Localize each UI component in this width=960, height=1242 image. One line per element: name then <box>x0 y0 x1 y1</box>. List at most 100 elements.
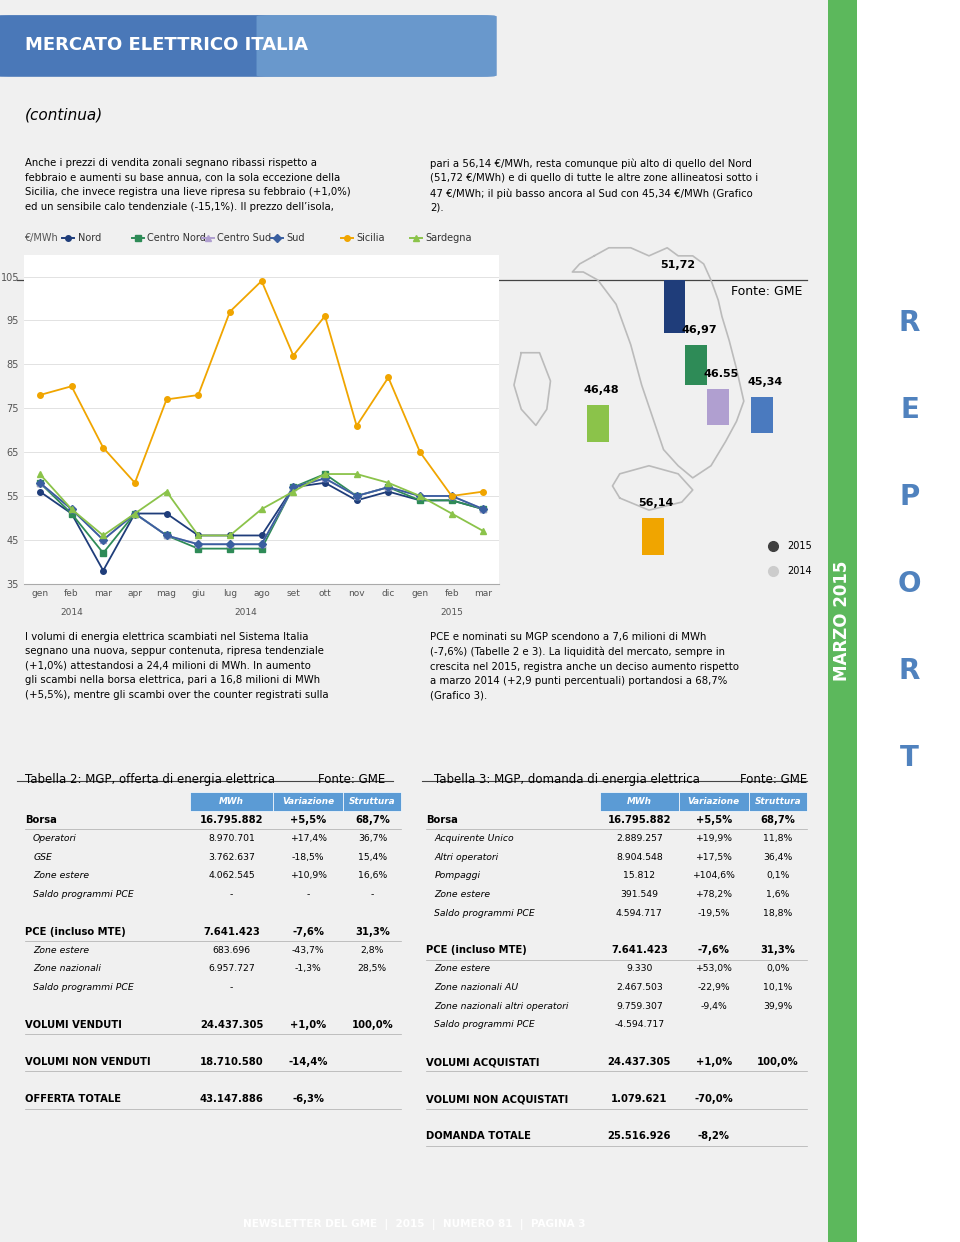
Text: 24.437.305: 24.437.305 <box>200 1020 263 1030</box>
Text: -43,7%: -43,7% <box>292 946 324 955</box>
Text: 10,1%: 10,1% <box>763 984 793 992</box>
Centro Nord <box>351 488 363 503</box>
Text: PCE (incluso MTE): PCE (incluso MTE) <box>426 945 527 955</box>
Text: -18,5%: -18,5% <box>292 853 324 862</box>
Text: 16,6%: 16,6% <box>358 872 387 881</box>
Text: 8.904.548: 8.904.548 <box>616 853 662 862</box>
Text: -7,6%: -7,6% <box>698 945 730 955</box>
Text: 683.696: 683.696 <box>213 946 251 955</box>
Text: +17,5%: +17,5% <box>695 853 732 862</box>
Bar <box>344 792 401 811</box>
Centro Nord <box>382 479 395 494</box>
Text: I volumi di energia elettrica scambiati nel Sistema Italia
segnano una nuova, se: I volumi di energia elettrica scambiati … <box>25 632 328 699</box>
Sicilia <box>478 484 490 499</box>
Centro Sud <box>225 537 236 551</box>
Centro Nord <box>255 542 267 556</box>
Nord <box>192 528 204 543</box>
Bar <box>190 792 273 811</box>
Nord <box>351 493 363 508</box>
Text: MWh: MWh <box>219 797 244 806</box>
Sardegna <box>351 467 363 482</box>
Text: (continua): (continua) <box>25 108 103 123</box>
Text: GSE: GSE <box>33 853 52 862</box>
Text: -4.594.717: -4.594.717 <box>614 1021 664 1030</box>
Text: PCE e nominati su MGP scendono a 7,6 milioni di MWh
(-7,6%) (Tabelle 2 e 3). La : PCE e nominati su MGP scendono a 7,6 mil… <box>430 632 739 700</box>
Text: 2014: 2014 <box>787 565 812 576</box>
Bar <box>587 405 609 441</box>
Text: VOLUMI NON VENDUTI: VOLUMI NON VENDUTI <box>25 1057 151 1067</box>
Nord <box>129 505 140 520</box>
Centro Nord <box>129 505 140 520</box>
Text: Zone estere: Zone estere <box>435 965 491 974</box>
Text: 2015: 2015 <box>441 607 463 617</box>
Text: Fonte: GME: Fonte: GME <box>732 284 803 298</box>
Text: Borsa: Borsa <box>25 815 57 825</box>
Text: DOMANDA TOTALE: DOMANDA TOTALE <box>426 1131 531 1141</box>
Text: +5,5%: +5,5% <box>696 815 732 825</box>
Text: 2.467.503: 2.467.503 <box>616 984 662 992</box>
Bar <box>856 0 960 1242</box>
Centro Sud <box>192 537 204 551</box>
Text: 1,6%: 1,6% <box>766 891 789 899</box>
Text: 31,3%: 31,3% <box>760 945 795 955</box>
Text: VOLUMI VENDUTI: VOLUMI VENDUTI <box>25 1020 122 1030</box>
Sud <box>192 537 204 551</box>
Text: Zone estere: Zone estere <box>33 946 89 955</box>
Text: 4.062.545: 4.062.545 <box>208 872 255 881</box>
Text: 9.330: 9.330 <box>626 965 653 974</box>
Text: 43.147.886: 43.147.886 <box>200 1094 264 1104</box>
Text: Zone estere: Zone estere <box>435 891 491 899</box>
Text: Variazione: Variazione <box>282 797 334 806</box>
Sicilia <box>319 308 330 323</box>
Text: MERCATO ELETTRICO ITALIA: MERCATO ELETTRICO ITALIA <box>25 36 308 53</box>
Text: Operatori: Operatori <box>33 835 77 843</box>
Bar <box>685 344 708 385</box>
Nord <box>255 528 267 543</box>
Centro Sud <box>288 479 300 494</box>
Sud <box>478 502 490 517</box>
Sicilia <box>351 419 363 433</box>
Text: +17,4%: +17,4% <box>290 835 326 843</box>
Text: +1,0%: +1,0% <box>696 1057 732 1067</box>
Centro Sud <box>98 533 109 548</box>
Text: -: - <box>230 984 233 992</box>
Centro Nord <box>65 505 78 520</box>
Text: 16.795.882: 16.795.882 <box>200 815 263 825</box>
Text: -7,6%: -7,6% <box>292 927 324 936</box>
Sardegna <box>65 502 78 517</box>
Centro Nord <box>478 502 490 517</box>
Line: Centro Sud: Centro Sud <box>37 476 486 546</box>
Sud <box>382 479 395 494</box>
Text: Tabella 2: MGP, offerta di energia elettrica: Tabella 2: MGP, offerta di energia elett… <box>25 773 275 786</box>
Sud <box>35 476 46 491</box>
Nord <box>160 505 173 520</box>
Text: Saldo programmi PCE: Saldo programmi PCE <box>33 984 133 992</box>
Text: O: O <box>898 570 922 597</box>
Sardegna <box>129 505 140 520</box>
Sardegna <box>478 524 490 539</box>
Text: Tabella 3: MGP, domanda di energia elettrica: Tabella 3: MGP, domanda di energia elett… <box>435 773 701 786</box>
Sud <box>160 528 173 543</box>
Bar <box>663 279 685 333</box>
Text: €/MWh: €/MWh <box>24 233 58 243</box>
Text: -: - <box>306 891 310 899</box>
Sicilia <box>382 370 395 385</box>
Text: 18,8%: 18,8% <box>763 909 793 918</box>
Text: OFFERTA TOTALE: OFFERTA TOTALE <box>25 1094 121 1104</box>
Text: 2014: 2014 <box>234 607 257 617</box>
Sicilia <box>288 348 300 363</box>
Text: -14,4%: -14,4% <box>289 1057 328 1067</box>
Text: 68,7%: 68,7% <box>760 815 795 825</box>
Text: Zone nazionali: Zone nazionali <box>33 965 101 974</box>
FancyBboxPatch shape <box>0 15 496 77</box>
Sud <box>129 505 140 520</box>
Sicilia <box>129 476 140 491</box>
Sardegna <box>225 528 236 543</box>
Text: 56,14: 56,14 <box>638 498 673 508</box>
Centro Nord <box>98 545 109 560</box>
Text: 8.970.701: 8.970.701 <box>208 835 255 843</box>
Text: Nord: Nord <box>78 233 101 243</box>
Text: 15,4%: 15,4% <box>358 853 387 862</box>
Centro Nord <box>192 542 204 556</box>
Text: PCE (incluso MTE): PCE (incluso MTE) <box>25 927 126 936</box>
